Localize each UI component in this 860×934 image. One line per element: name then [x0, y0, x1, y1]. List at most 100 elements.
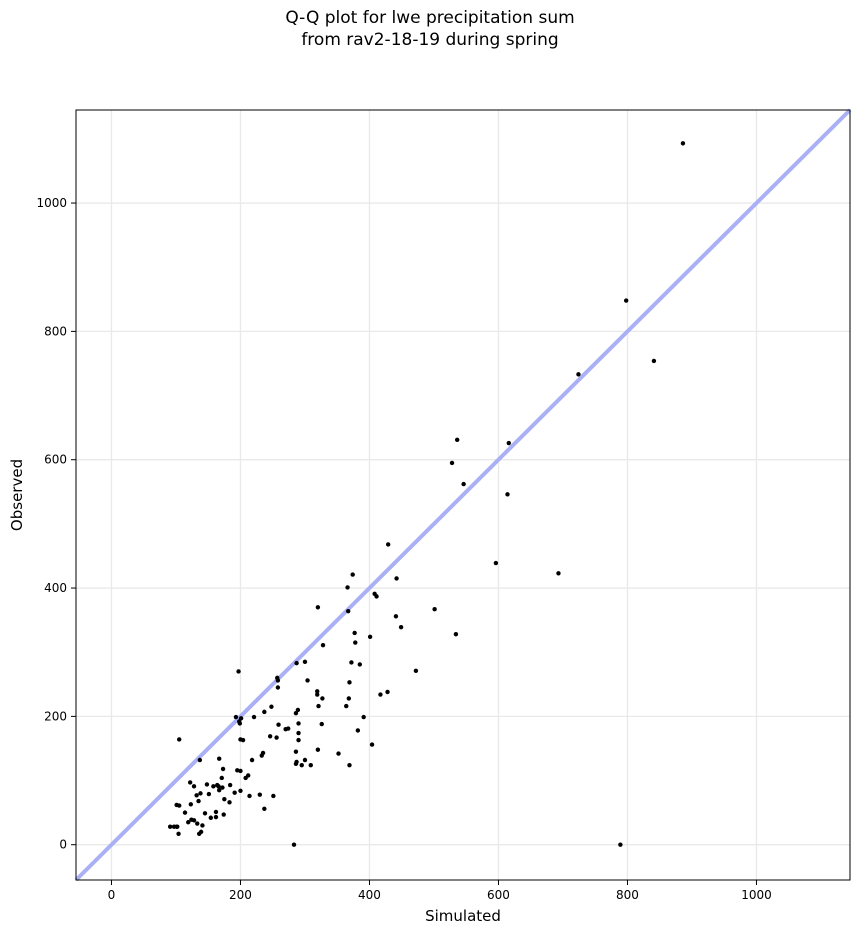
data-point [320, 642, 326, 648]
data-points [167, 141, 686, 847]
data-point [296, 721, 301, 726]
x-tick-label: 1000 [741, 888, 772, 902]
data-point [623, 298, 629, 303]
ticks: 0 200 400 600 800 1000 0 200 400 600 800 1000 [36, 196, 771, 902]
data-point [216, 756, 222, 761]
data-point [505, 492, 510, 497]
y-axis-label: Observed [8, 459, 26, 531]
data-point [208, 815, 214, 820]
data-point [216, 784, 221, 789]
data-point [413, 668, 419, 674]
data-point [393, 614, 399, 619]
data-point [196, 831, 202, 836]
data-point [299, 762, 304, 768]
x-tick-label: 400 [358, 888, 381, 902]
data-point [556, 571, 561, 576]
x-tick-label: 200 [229, 888, 252, 902]
data-point [576, 372, 581, 377]
data-point [213, 809, 219, 815]
data-point [259, 753, 264, 758]
data-point [352, 630, 357, 636]
y-tick-label: 200 [44, 709, 67, 723]
data-point [204, 782, 210, 787]
data-point [293, 710, 299, 716]
data-point [197, 757, 203, 763]
data-point [316, 703, 321, 709]
data-point [275, 685, 281, 690]
data-point [320, 696, 325, 701]
data-point [238, 768, 243, 774]
data-point [454, 437, 460, 443]
data-point [308, 762, 313, 768]
x-tick-label: 600 [487, 888, 510, 902]
data-point [315, 747, 321, 752]
data-point [353, 640, 358, 645]
data-point [493, 560, 499, 566]
data-point [315, 605, 321, 610]
data-point [680, 141, 686, 146]
data-point [319, 721, 324, 727]
data-point [232, 790, 237, 795]
data-point [295, 707, 301, 713]
data-point [349, 660, 354, 665]
data-point [296, 737, 301, 743]
data-point [374, 594, 379, 599]
data-point [315, 689, 320, 694]
data-point [355, 728, 361, 733]
data-point [449, 460, 455, 466]
data-point [167, 824, 173, 829]
data-point [275, 678, 281, 683]
data-point [369, 742, 375, 747]
chart-title-line-2: from rav2-18-19 during spring [301, 30, 559, 50]
data-point [385, 542, 391, 547]
data-point [453, 632, 459, 637]
data-point [220, 785, 225, 790]
data-point [367, 634, 373, 640]
data-point [195, 821, 200, 826]
data-point [213, 814, 219, 820]
data-point [385, 689, 390, 695]
data-point [305, 678, 310, 683]
data-point [274, 735, 279, 740]
data-point [293, 761, 299, 767]
data-point [196, 798, 201, 804]
data-point [227, 800, 232, 805]
data-point [302, 757, 308, 763]
x-tick-label: 0 [108, 888, 116, 902]
data-point [206, 791, 212, 797]
data-point [222, 796, 227, 802]
chart-title-line-1: Q-Q plot for lwe precipitation sum [285, 8, 575, 28]
data-point [291, 842, 297, 847]
data-point [177, 737, 182, 742]
data-point [267, 734, 273, 739]
y-tick-label: 800 [44, 324, 67, 338]
data-point [293, 749, 299, 754]
data-point [249, 757, 255, 763]
data-point [233, 714, 239, 720]
data-point [202, 811, 208, 816]
data-point [237, 721, 243, 726]
data-point [194, 793, 199, 798]
data-point [221, 812, 226, 817]
data-point [247, 793, 252, 799]
y-tick-label: 1000 [36, 196, 67, 210]
x-axis-label: Simulated [425, 907, 501, 925]
data-point [347, 762, 352, 768]
data-point [188, 802, 194, 807]
data-point [346, 696, 352, 701]
data-point [269, 704, 274, 709]
data-point [651, 358, 657, 364]
data-point [182, 810, 188, 815]
data-point [238, 788, 243, 794]
data-point [347, 680, 352, 685]
y-tick-label: 0 [59, 838, 67, 852]
data-point [271, 793, 276, 799]
data-point [432, 607, 437, 612]
x-tick-label: 800 [616, 888, 639, 902]
data-point [315, 692, 320, 697]
data-point [200, 823, 205, 828]
data-point [378, 692, 383, 697]
data-point [345, 585, 350, 590]
data-point [262, 806, 267, 811]
